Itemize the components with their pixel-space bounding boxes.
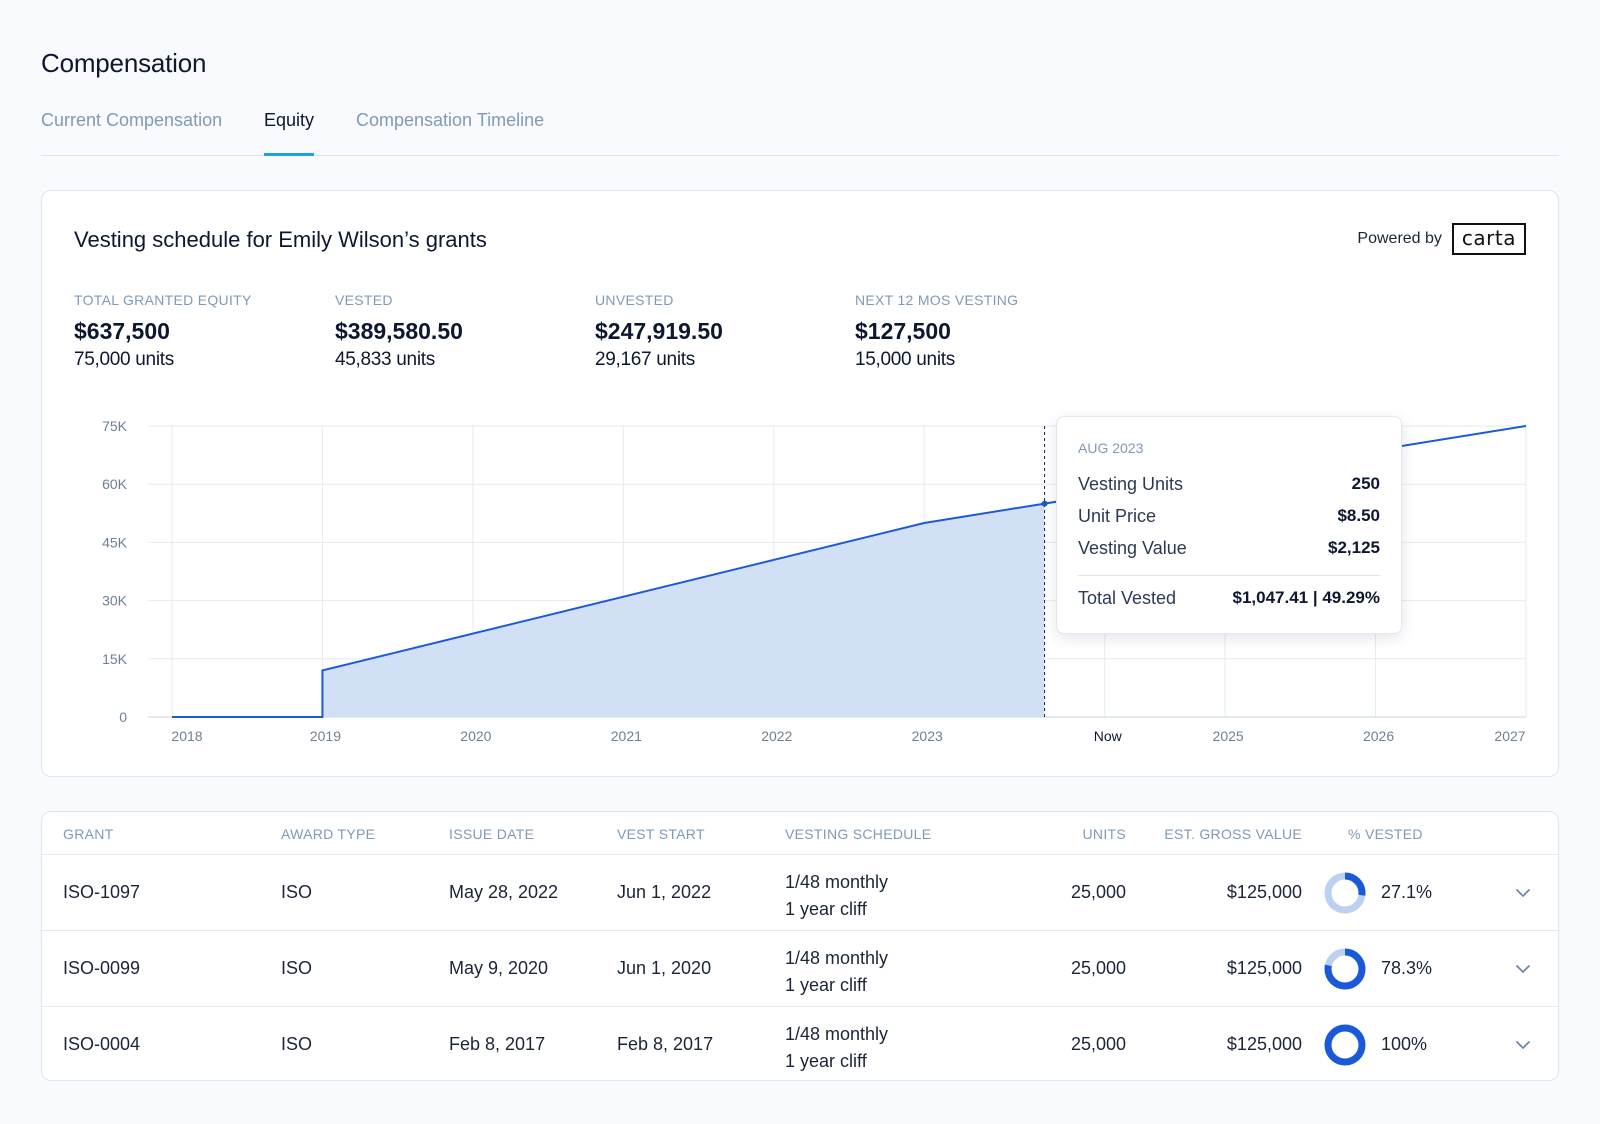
col-header-vesting-schedule: Vesting Schedule bbox=[785, 826, 932, 842]
tab-current-compensation[interactable]: Current Compensation bbox=[41, 110, 223, 130]
cell-award-type: ISO bbox=[281, 882, 313, 902]
cell-gross-value: $125,000 bbox=[1226, 958, 1302, 978]
schedule-line: 1/48 monthly bbox=[785, 1024, 889, 1044]
schedule-line: 1 year cliff bbox=[785, 975, 867, 995]
page-title: Compensation bbox=[41, 48, 207, 78]
tooltip-row-vesting-units: Vesting Units 250 bbox=[1078, 474, 1380, 495]
cell-issue-date: Feb 8, 2017 bbox=[449, 1034, 546, 1054]
tooltip-label: Vesting Value bbox=[1078, 538, 1187, 558]
col-header-pct-vested: % Vested bbox=[1348, 826, 1423, 842]
powered-by: Powered by carta bbox=[1357, 223, 1526, 255]
donut-progress bbox=[1324, 872, 1366, 914]
tooltip-value: $2,125 bbox=[1328, 538, 1380, 557]
powered-by-label: Powered by bbox=[1357, 230, 1442, 247]
cell-grant: ISO-0004 bbox=[63, 1034, 141, 1054]
cell-vesting-schedule: 1/48 monthly 1 year cliff bbox=[785, 869, 888, 923]
cell-award-type: ISO bbox=[281, 958, 313, 978]
tooltip-row-unit-price: Unit Price $8.50 bbox=[1078, 506, 1380, 527]
cell-vest-start: Jun 1, 2020 bbox=[617, 958, 712, 978]
chevron-down-icon[interactable] bbox=[1513, 959, 1533, 979]
cell-vest-start: Jun 1, 2022 bbox=[617, 882, 712, 902]
tab-compensation-timeline[interactable]: Compensation Timeline bbox=[356, 110, 545, 130]
tooltip-row-total-vested: Total Vested $1,047.41 | 49.29% bbox=[1078, 588, 1380, 609]
table-row[interactable]: ISO-1097 ISO May 28, 2022 Jun 1, 2022 1/… bbox=[42, 854, 1558, 930]
schedule-line: 1/48 monthly bbox=[785, 948, 889, 968]
table-row[interactable]: ISO-0004 ISO Feb 8, 2017 Feb 8, 2017 1/4… bbox=[42, 1006, 1558, 1082]
tooltip-row-vesting-value: Vesting Value $2,125 bbox=[1078, 538, 1380, 559]
stat-units: 15,000 units bbox=[855, 349, 955, 370]
cell-pct-vested: 100% bbox=[1381, 1034, 1428, 1054]
cell-gross-value: $125,000 bbox=[1226, 1034, 1302, 1054]
chevron-down-icon[interactable] bbox=[1513, 1035, 1533, 1055]
tooltip-label: Unit Price bbox=[1078, 506, 1157, 526]
table-row[interactable]: ISO-0099 ISO May 9, 2020 Jun 1, 2020 1/4… bbox=[42, 930, 1558, 1006]
col-header-gross-value: Est. Gross Value bbox=[1164, 826, 1302, 842]
tooltip-value: 250 bbox=[1351, 474, 1380, 493]
stat-vested: Vested $389,580.50 45,833 units bbox=[335, 292, 463, 371]
stat-value: $247,919.50 bbox=[595, 318, 723, 344]
cell-pct-vested: 78.3% bbox=[1381, 958, 1433, 978]
schedule-line: 1/48 monthly bbox=[785, 872, 889, 892]
col-header-grant: Grant bbox=[63, 826, 114, 842]
stat-label: Next 12 Mos Vesting bbox=[855, 292, 1019, 308]
cell-units: 25,000 bbox=[1070, 1034, 1126, 1054]
schedule-line: 1 year cliff bbox=[785, 899, 867, 919]
cell-grant: ISO-0099 bbox=[63, 958, 141, 978]
stat-value: $127,500 bbox=[855, 318, 951, 344]
cell-vest-start: Feb 8, 2017 bbox=[617, 1034, 714, 1054]
vested-donut bbox=[1324, 948, 1366, 990]
tooltip-divider bbox=[1078, 575, 1380, 576]
col-header-units: Units bbox=[1082, 826, 1126, 842]
schedule-line: 1 year cliff bbox=[785, 1051, 867, 1071]
stat-total-granted: Total Granted Equity $637,500 75,000 uni… bbox=[74, 292, 252, 371]
tooltip-date: AUG 2023 bbox=[1078, 440, 1144, 456]
cell-grant: ISO-1097 bbox=[63, 882, 141, 902]
cell-pct-vested: 27.1% bbox=[1381, 882, 1433, 902]
donut-progress bbox=[1324, 1024, 1366, 1066]
grants-table: Grant Award Type Issue Date Vest Start V… bbox=[41, 811, 1559, 1081]
col-header-issue-date: Issue Date bbox=[449, 826, 535, 842]
chart-title: Vesting schedule for Emily Wilson’s gran… bbox=[74, 227, 487, 252]
tooltip-label: Vesting Units bbox=[1078, 474, 1184, 494]
col-header-vest-start: Vest Start bbox=[617, 826, 705, 842]
stat-units: 45,833 units bbox=[335, 349, 435, 370]
tab-equity[interactable]: Equity bbox=[264, 110, 315, 156]
chevron-down-icon[interactable] bbox=[1513, 883, 1533, 903]
tooltip-value: $1,047.41 | 49.29% bbox=[1232, 588, 1381, 607]
stat-value: $637,500 bbox=[74, 318, 170, 344]
cell-issue-date: May 9, 2020 bbox=[449, 958, 549, 978]
stat-units: 29,167 units bbox=[595, 349, 695, 370]
stat-label: Total Granted Equity bbox=[74, 292, 252, 308]
stat-units: 75,000 units bbox=[74, 349, 174, 370]
donut-progress bbox=[1324, 948, 1366, 990]
tooltip-label: Total Vested bbox=[1078, 588, 1177, 608]
carta-logo[interactable]: carta bbox=[1451, 223, 1526, 255]
tab-bar: Current Compensation Equity Compensation… bbox=[41, 106, 1559, 156]
stat-label: Vested bbox=[335, 292, 393, 308]
col-header-award-type: Award Type bbox=[281, 826, 376, 842]
cell-units: 25,000 bbox=[1070, 882, 1126, 902]
tooltip-value: $8.50 bbox=[1337, 506, 1380, 525]
stat-label: Unvested bbox=[595, 292, 674, 308]
cell-vesting-schedule: 1/48 monthly 1 year cliff bbox=[785, 945, 888, 999]
cell-award-type: ISO bbox=[281, 1034, 313, 1054]
cell-issue-date: May 28, 2022 bbox=[449, 882, 559, 902]
cell-gross-value: $125,000 bbox=[1226, 882, 1302, 902]
cell-vesting-schedule: 1/48 monthly 1 year cliff bbox=[785, 1021, 888, 1075]
stat-value: $389,580.50 bbox=[335, 318, 463, 344]
stat-unvested: Unvested $247,919.50 29,167 units bbox=[595, 292, 723, 371]
vested-donut bbox=[1324, 872, 1366, 914]
vested-donut bbox=[1324, 1024, 1366, 1066]
cell-units: 25,000 bbox=[1070, 958, 1126, 978]
chart-tooltip: AUG 2023 Vesting Units 250 Unit Price $8… bbox=[1056, 416, 1402, 634]
stat-next-12-months: Next 12 Mos Vesting $127,500 15,000 unit… bbox=[855, 292, 1018, 371]
